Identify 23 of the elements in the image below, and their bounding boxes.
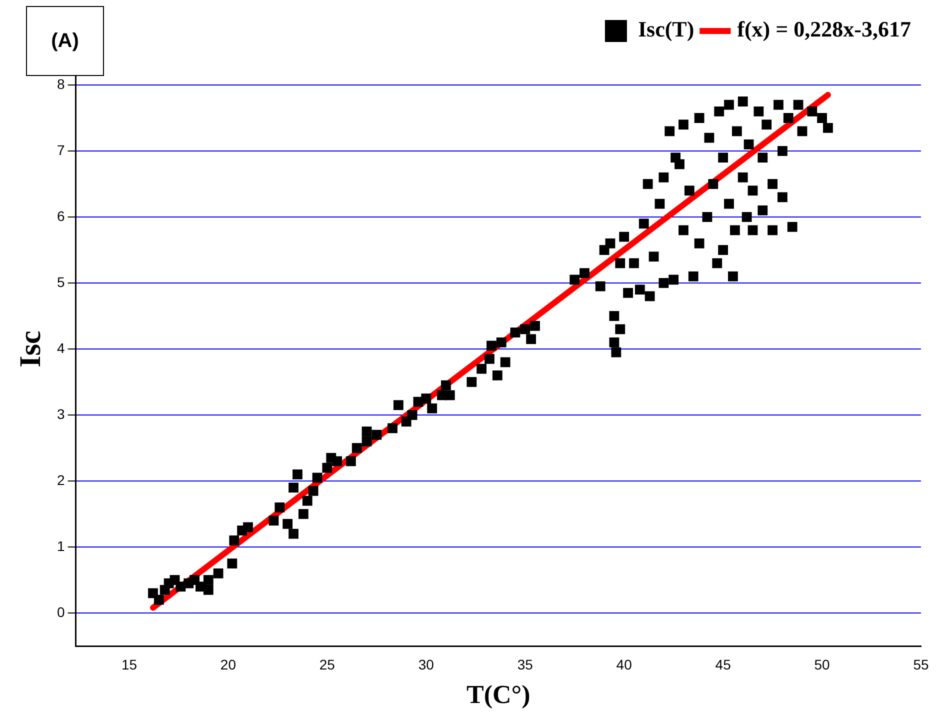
x-tick-label: 50 (814, 656, 830, 672)
x-tick-label: 30 (418, 656, 434, 672)
legend-label: Isc(T) (638, 16, 694, 42)
y-axis-title: Isc (14, 330, 47, 368)
y-tick-label: 3 (56, 406, 65, 422)
y-tick-label: 5 (56, 274, 65, 290)
y-tick-label: 8 (56, 76, 65, 92)
y-tick-label: 0 (56, 604, 65, 620)
legend-label: f(x) = 0,228x-3,617 (737, 16, 912, 42)
y-tick-label: 2 (56, 472, 65, 488)
y-tick-label: 6 (56, 208, 65, 224)
x-tick-label: 25 (319, 656, 336, 672)
x-tick-label: 40 (616, 656, 632, 672)
y-tick-label: 4 (56, 340, 65, 356)
x-tick-label: 20 (220, 656, 236, 672)
x-axis-title: T(C°) (466, 680, 530, 710)
x-tick-label: 15 (121, 656, 138, 672)
x-tick-label: 35 (517, 656, 534, 672)
y-tick-label: 7 (56, 142, 65, 158)
x-tick-label: 45 (715, 656, 732, 672)
y-tick-label: 1 (56, 538, 65, 554)
text: (A) (26, 6, 104, 76)
x-tick-label: 55 (913, 656, 929, 672)
